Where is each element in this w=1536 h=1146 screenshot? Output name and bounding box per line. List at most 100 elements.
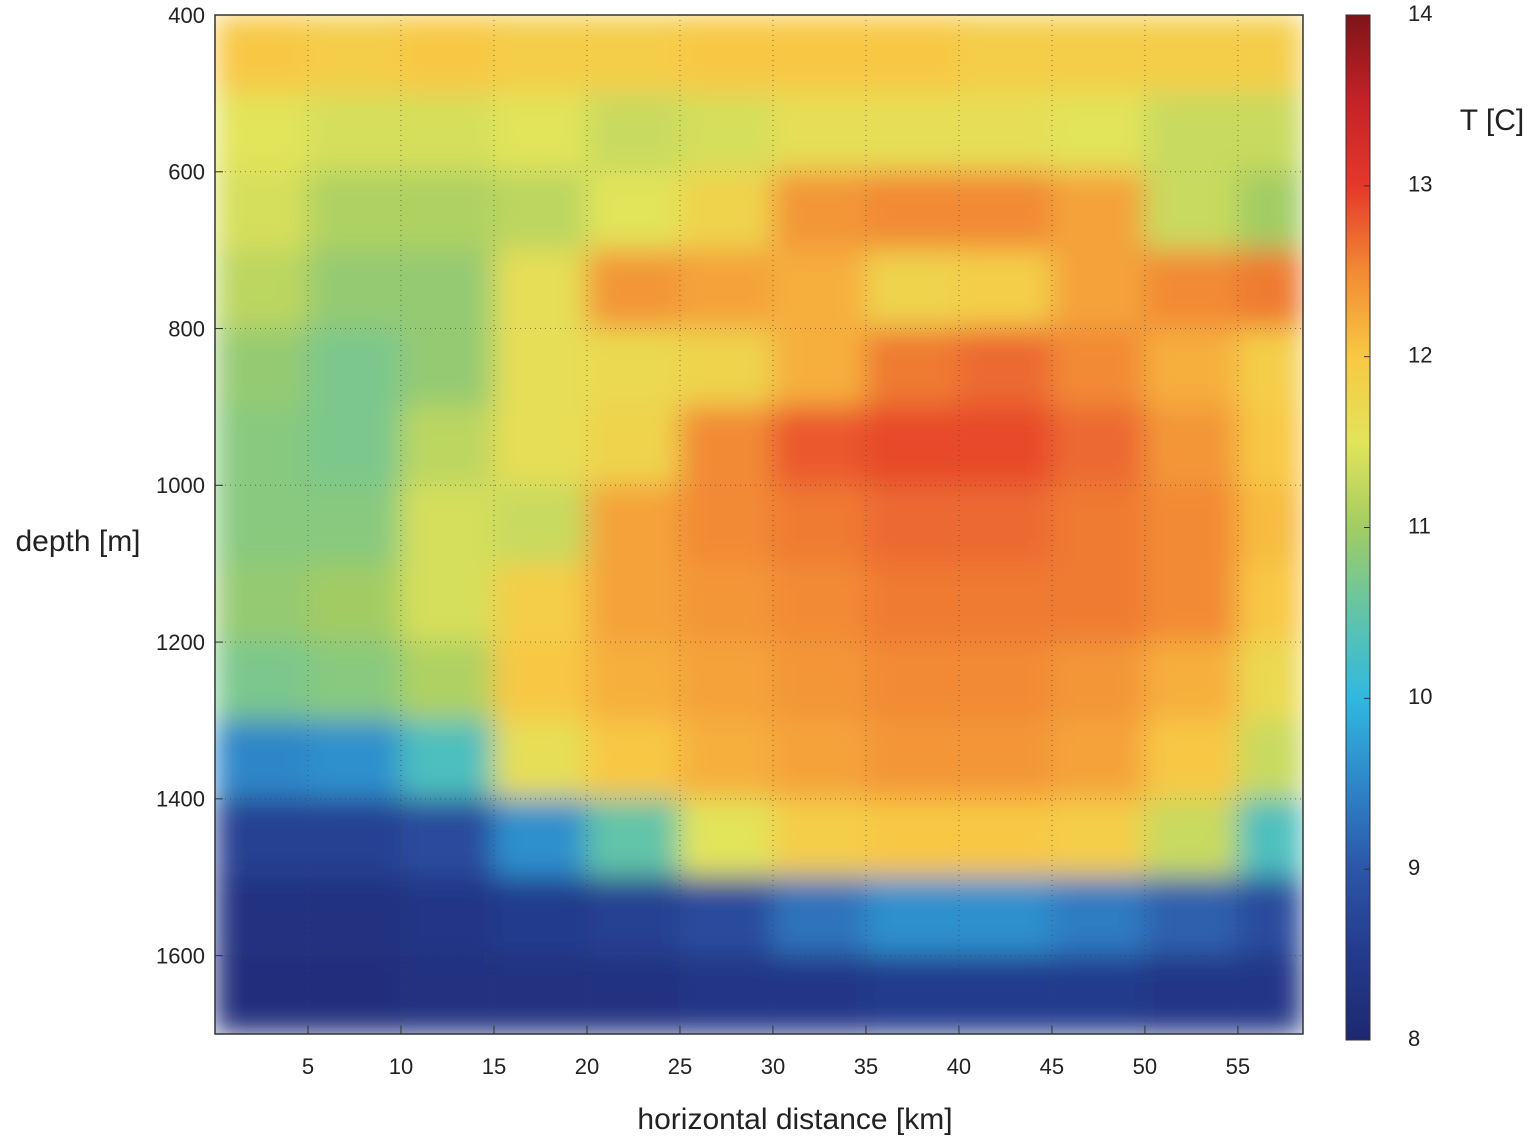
heat-cell — [400, 484, 495, 565]
heat-cell — [679, 249, 774, 330]
heat-cell — [772, 563, 867, 643]
heat-cell — [493, 92, 588, 173]
heat-cell — [400, 798, 495, 878]
x-tick-label: 25 — [668, 1054, 692, 1079]
colorbar-tick-label: 14 — [1408, 1, 1432, 26]
heat-cell — [1144, 563, 1239, 643]
heat-cell — [772, 641, 867, 721]
heat-cell — [1237, 563, 1303, 643]
heat-cell — [958, 92, 1053, 173]
heat-cell — [1144, 171, 1239, 251]
heat-cell — [215, 798, 309, 878]
heat-cell — [493, 719, 588, 800]
heat-cell — [307, 719, 402, 800]
heat-cell — [1237, 328, 1303, 408]
heat-cell — [679, 484, 774, 565]
y-tick-label: 800 — [168, 316, 205, 341]
heat-cell — [772, 484, 867, 565]
heat-cell — [865, 719, 960, 800]
heat-cell — [958, 484, 1053, 565]
heat-cell — [772, 798, 867, 878]
heat-cell — [772, 328, 867, 408]
heat-cell — [1237, 406, 1303, 486]
heat-cell — [958, 641, 1053, 721]
heat-cell — [215, 955, 309, 1034]
heat-cell — [958, 249, 1053, 330]
heat-cell — [865, 876, 960, 957]
heat-cell — [1237, 484, 1303, 565]
heat-cell — [215, 92, 309, 173]
heat-cell — [679, 955, 774, 1034]
heat-cell — [679, 798, 774, 878]
heat-cell — [493, 328, 588, 408]
heat-cell — [493, 955, 588, 1034]
heat-cell — [586, 15, 681, 94]
heat-cell — [865, 249, 960, 330]
heat-cell — [586, 328, 681, 408]
y-tick-label: 1400 — [156, 787, 205, 812]
heat-cell — [1051, 92, 1146, 173]
heat-cell — [772, 171, 867, 251]
heat-cell — [1051, 798, 1146, 878]
heat-cell — [1051, 406, 1146, 486]
heat-cell — [215, 641, 309, 721]
heat-cell — [865, 92, 960, 173]
heat-cell — [1144, 719, 1239, 800]
heat-cell — [307, 328, 402, 408]
heat-cell — [215, 484, 309, 565]
heat-cell — [865, 484, 960, 565]
heat-cell — [586, 92, 681, 173]
y-tick-label: 1600 — [156, 943, 205, 968]
colorbar-tick-label: 11 — [1408, 513, 1431, 538]
heat-cell — [307, 876, 402, 957]
heat-cell — [493, 15, 588, 94]
heat-cell — [865, 406, 960, 486]
heat-cell — [1144, 406, 1239, 486]
heat-cell — [865, 171, 960, 251]
y-tick-label: 1200 — [156, 630, 205, 655]
heat-cell — [1051, 328, 1146, 408]
heat-cell — [586, 563, 681, 643]
heat-cell — [958, 15, 1053, 94]
heat-cell — [865, 15, 960, 94]
heat-cell — [400, 719, 495, 800]
heat-cell — [1144, 955, 1239, 1034]
heat-cell — [400, 641, 495, 721]
heatmap — [215, 15, 1303, 1034]
heat-cell — [772, 719, 867, 800]
y-tick-label: 600 — [168, 160, 205, 185]
heat-cell — [1144, 249, 1239, 330]
heat-cell — [772, 955, 867, 1034]
heat-cell — [1144, 92, 1239, 173]
heat-cell — [400, 171, 495, 251]
x-axis-label: horizontal distance [km] — [637, 1103, 952, 1136]
heat-cell — [1144, 641, 1239, 721]
heat-cell — [307, 641, 402, 721]
heat-cell — [586, 876, 681, 957]
heat-cell — [307, 249, 402, 330]
heat-cell — [958, 719, 1053, 800]
heat-cell — [1051, 249, 1146, 330]
colorbar-tick-label: 9 — [1408, 855, 1420, 880]
heat-cell — [307, 406, 402, 486]
heat-cell — [958, 328, 1053, 408]
heat-cell — [1237, 249, 1303, 330]
heat-cell — [1144, 15, 1239, 94]
heat-cell — [493, 249, 588, 330]
heat-cell — [772, 15, 867, 94]
heat-cell — [1051, 563, 1146, 643]
heat-cell — [679, 563, 774, 643]
heat-cell — [307, 955, 402, 1034]
x-tick-label: 35 — [854, 1054, 878, 1079]
heat-cell — [679, 171, 774, 251]
heat-cell — [679, 328, 774, 408]
heat-cell — [1051, 484, 1146, 565]
heat-cell — [493, 484, 588, 565]
colorbar-tick-label: 13 — [1408, 172, 1432, 197]
heat-cell — [215, 406, 309, 486]
x-tick-label: 5 — [302, 1054, 314, 1079]
heat-cell — [307, 171, 402, 251]
colorbar-tick-label: 8 — [1408, 1026, 1420, 1051]
heat-cell — [865, 955, 960, 1034]
heat-cell — [772, 92, 867, 173]
